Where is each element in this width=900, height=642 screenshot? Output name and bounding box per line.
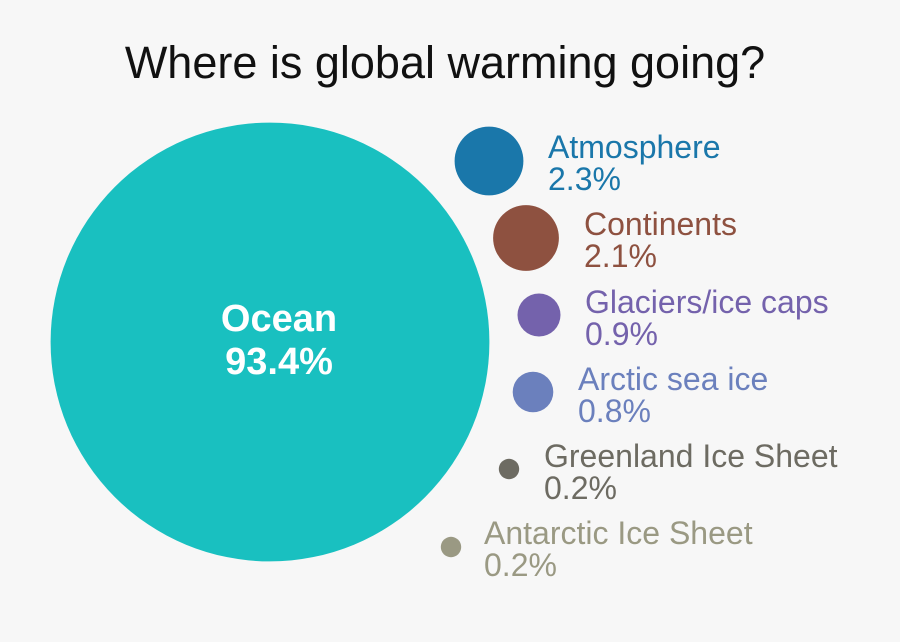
label-name-antarctic-ice-sheet: Antarctic Ice Sheet (484, 515, 753, 551)
bubble-continents (493, 205, 559, 271)
label-value-continents: 2.1% (584, 238, 657, 274)
bubble-ocean (50, 122, 490, 562)
bubble-glaciers-ice-caps (517, 293, 561, 337)
label-value-glaciers-ice-caps: 0.9% (585, 316, 658, 352)
label-value-arctic-sea-ice: 0.8% (578, 393, 651, 429)
label-value-antarctic-ice-sheet: 0.2% (484, 547, 557, 583)
label-value-greenland-ice-sheet: 0.2% (544, 470, 617, 506)
label-value-atmosphere: 2.3% (548, 161, 621, 197)
label-name-arctic-sea-ice: Arctic sea ice (578, 361, 768, 397)
bubble-atmosphere (454, 126, 524, 196)
bubble-antarctic-ice-sheet (440, 536, 462, 558)
bubble-greenland-ice-sheet (498, 458, 520, 480)
bubble-name-ocean: Ocean (221, 298, 337, 340)
bubble-value-ocean: 93.4% (225, 341, 333, 383)
label-name-atmosphere: Atmosphere (548, 129, 721, 165)
label-name-greenland-ice-sheet: Greenland Ice Sheet (544, 438, 838, 474)
label-name-glaciers-ice-caps: Glaciers/ice caps (585, 284, 829, 320)
bubble-arctic-sea-ice (512, 371, 554, 413)
chart-title: Where is global warming going? (125, 37, 765, 88)
label-name-continents: Continents (584, 206, 737, 242)
